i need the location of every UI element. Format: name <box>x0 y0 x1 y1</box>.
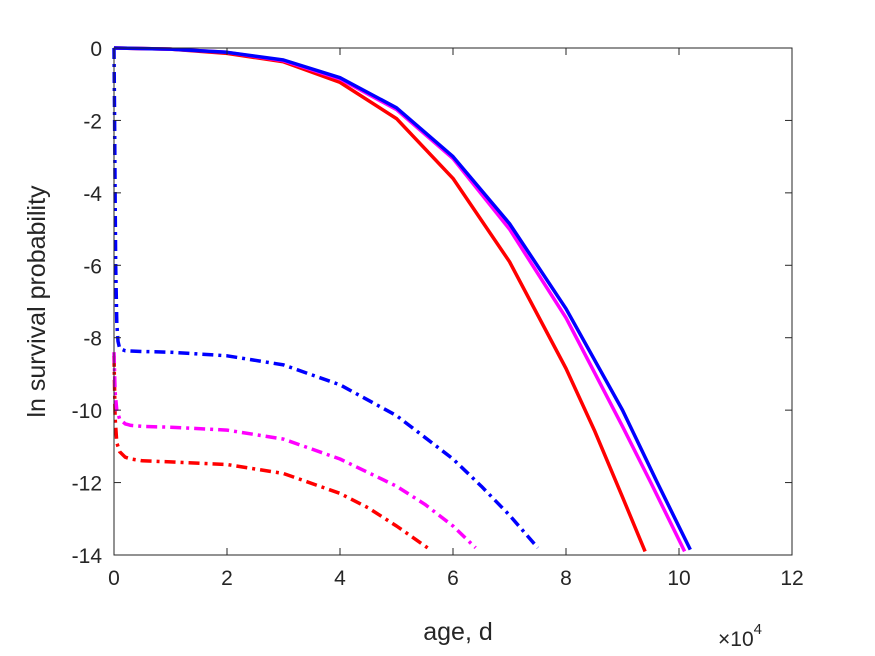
multiplier-exponent: 4 <box>754 621 762 638</box>
y-tick-label: 0 <box>90 38 102 61</box>
series-line-5 <box>112 352 477 550</box>
plot-area-box <box>113 47 793 556</box>
x-tick-label: 2 <box>221 567 233 590</box>
y-tick-label: -8 <box>83 328 102 351</box>
multiplier-times-sign: × <box>718 628 730 651</box>
multiplier-base: 10 <box>730 628 753 651</box>
series-line-1 <box>113 46 647 553</box>
y-tick-label: -4 <box>83 183 102 206</box>
y-tick-label: -12 <box>72 473 102 496</box>
y-axis-ticks: 0 -2 -4 -6 -8 -10 -12 -14 <box>72 38 792 568</box>
x-axis-label: age, d <box>423 618 493 646</box>
series-line-4 <box>112 355 429 550</box>
series-line-6 <box>112 47 540 549</box>
y-tick-label: -6 <box>83 255 102 278</box>
x-axis-multiplier: ×104 <box>718 621 762 651</box>
x-tick-label: 12 <box>780 567 803 590</box>
x-axis-ticks: 0 2 4 6 8 10 12 <box>108 48 804 590</box>
x-tick-label: 10 <box>667 567 690 590</box>
series-line-3 <box>113 46 692 551</box>
y-axis-label: ln survival probability <box>23 185 51 418</box>
y-tick-label: -10 <box>72 400 102 423</box>
x-tick-label: 8 <box>560 567 572 590</box>
y-tick-label: -14 <box>72 545 103 568</box>
x-tick-label: 0 <box>108 567 120 590</box>
series-layer <box>112 46 692 553</box>
x-tick-label: 6 <box>447 567 459 590</box>
x-tick-label: 4 <box>334 567 346 590</box>
y-tick-label: -2 <box>83 110 102 133</box>
